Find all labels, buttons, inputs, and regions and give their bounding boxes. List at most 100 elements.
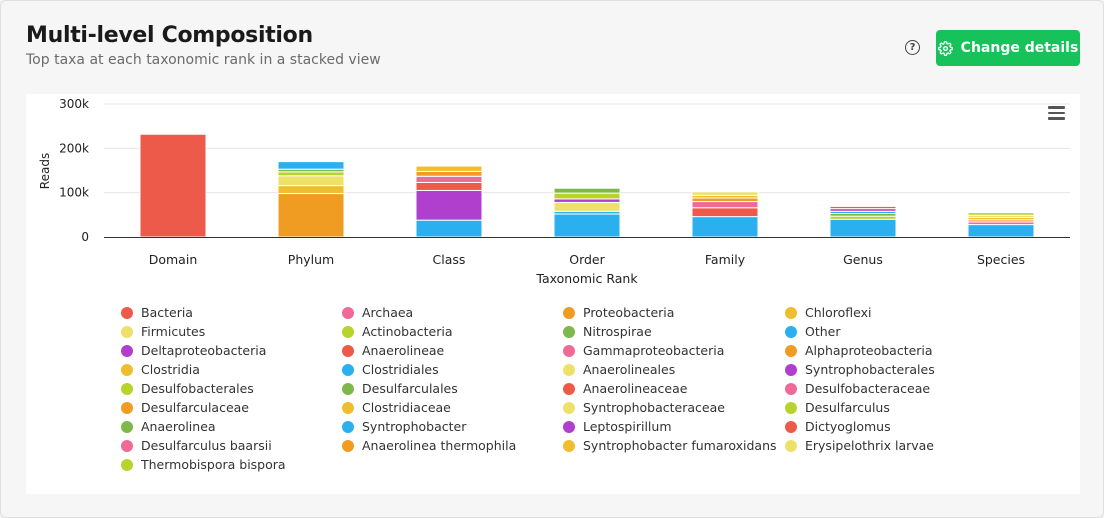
legend-item[interactable]: Bacteria <box>121 305 193 320</box>
legend-marker <box>563 439 575 452</box>
legend-label: Thermobispora bispora <box>141 457 286 472</box>
x-tick-label: Species <box>977 252 1025 267</box>
legend-label: Anaerolineaceae <box>583 381 688 396</box>
bar-segment[interactable] <box>553 198 621 203</box>
chart-menu-icon[interactable] <box>1048 106 1065 120</box>
bar-segment[interactable] <box>553 192 621 200</box>
bar-segment[interactable] <box>691 216 759 238</box>
legend-item[interactable]: Clostridia <box>121 362 200 377</box>
bar-segment[interactable] <box>553 213 621 238</box>
legend-label: Actinobacteria <box>362 324 453 339</box>
legend-label: Proteobacteria <box>583 305 675 320</box>
change-details-button[interactable]: Change details <box>936 30 1080 66</box>
legend-item[interactable]: Dictyoglomus <box>785 419 891 434</box>
legend-label: Dictyoglomus <box>805 419 891 434</box>
legend-item[interactable]: Anaerolineales <box>563 362 675 377</box>
bar-segment[interactable] <box>277 161 345 170</box>
legend-item[interactable]: Chloroflexi <box>785 305 872 320</box>
legend-item[interactable]: Anaerolinea <box>121 419 216 434</box>
legend-item[interactable]: Desulfarculus <box>785 400 890 415</box>
bar-segment[interactable] <box>415 219 483 238</box>
legend-item[interactable]: Archaea <box>342 305 413 320</box>
legend-marker <box>785 306 797 319</box>
legend-item[interactable]: Syntrophobacterales <box>785 362 935 377</box>
legend-marker <box>785 382 797 395</box>
legend-item[interactable]: Firmicutes <box>121 324 205 339</box>
legend-item[interactable]: Alphaproteobacteria <box>785 343 933 358</box>
legend-label: Desulfarculales <box>362 381 458 396</box>
legend-marker <box>342 382 354 395</box>
bar-segment[interactable] <box>553 201 621 212</box>
legend-label: Clostridia <box>141 362 200 377</box>
page-subtitle: Top taxa at each taxonomic rank in a sta… <box>26 52 381 68</box>
legend-item[interactable]: Syntrophobacteraceae <box>563 400 725 415</box>
bar-segment[interactable] <box>277 175 345 187</box>
legend-marker <box>121 344 133 357</box>
y-axis-title: Reads <box>38 153 52 189</box>
legend-marker <box>121 325 133 338</box>
legend-label: Desulfarculaceae <box>141 400 249 415</box>
bar-segment[interactable] <box>829 218 897 238</box>
legend-label: Syntrophobacteraceae <box>583 400 725 415</box>
legend-label: Nitrospirae <box>583 324 652 339</box>
legend-item[interactable]: Clostridiales <box>342 362 439 377</box>
legend-item[interactable]: Desulfarculales <box>342 381 458 396</box>
bar-segment[interactable] <box>139 132 207 135</box>
bar-segment[interactable] <box>139 133 207 238</box>
legend-marker <box>121 458 133 471</box>
legend-item[interactable]: Nitrospirae <box>563 324 652 339</box>
legend-marker <box>785 420 797 433</box>
legend-item[interactable]: Desulfobacterales <box>121 381 254 396</box>
legend-marker <box>121 420 133 433</box>
stacked-bar-chart: 0 100k 200k 300k Reads Taxonomic Rank Domain Ph… <box>38 97 1070 286</box>
bar-segment[interactable] <box>829 205 897 210</box>
x-tick-label: Domain <box>149 252 198 267</box>
bar-segment[interactable] <box>415 181 483 191</box>
legend-item[interactable]: Gammaproteobacteria <box>563 343 724 358</box>
legend-item[interactable]: Desulfarculus baarsii <box>121 438 272 453</box>
legend-item[interactable]: Anaerolinea thermophila <box>342 438 516 453</box>
legend-marker <box>563 382 575 395</box>
x-tick-label: Genus <box>843 252 883 267</box>
legend-item[interactable]: Anaerolineae <box>342 343 444 358</box>
legend-item[interactable]: Desulfobacteraceae <box>785 381 930 396</box>
legend-label: Bacteria <box>141 305 193 320</box>
legend-item[interactable]: Erysipelothrix larvae <box>785 438 934 453</box>
bar-segment[interactable] <box>691 201 759 209</box>
bar-segment[interactable] <box>967 212 1035 216</box>
bar-segment[interactable] <box>691 207 759 218</box>
legend-item[interactable]: Anaerolineaceae <box>563 381 687 396</box>
legend-item[interactable]: Proteobacteria <box>563 305 674 320</box>
legend-item[interactable]: Deltaproteobacteria <box>121 343 266 358</box>
legend-item[interactable]: Syntrophobacter fumaroxidans <box>563 438 777 453</box>
bar-segment[interactable] <box>415 165 483 172</box>
bar-segment[interactable] <box>691 197 759 203</box>
bar-segment[interactable] <box>553 187 621 194</box>
y-tick-label: 100k <box>59 186 89 200</box>
bar-segment[interactable] <box>277 171 345 177</box>
bar-segment[interactable] <box>415 189 483 221</box>
bar-segment[interactable] <box>277 185 345 195</box>
legend-label: Desulfarculus baarsii <box>141 438 272 453</box>
x-tick-label: Family <box>705 252 746 267</box>
legend-item[interactable]: Actinobacteria <box>342 324 452 339</box>
bar-segment[interactable] <box>691 191 759 196</box>
y-tick-label: 200k <box>59 141 89 155</box>
bar-segment[interactable] <box>415 175 483 183</box>
bar-segment[interactable] <box>967 224 1035 238</box>
legend-label: Anaerolinea thermophila <box>362 438 517 453</box>
bar-segment[interactable] <box>415 170 483 177</box>
bar-segment[interactable] <box>277 193 345 238</box>
change-details-label: Change details <box>960 40 1079 56</box>
help-icon[interactable]: ? <box>905 40 920 55</box>
legend-marker <box>785 325 797 338</box>
legend-item[interactable]: Clostridiaceae <box>342 400 451 415</box>
legend-item[interactable]: Other <box>785 324 841 339</box>
legend-item[interactable]: Syntrophobacter <box>342 419 466 434</box>
legend-item[interactable]: Thermobispora bispora <box>121 457 286 472</box>
legend-marker <box>342 439 354 452</box>
x-tick-label: Order <box>569 252 605 267</box>
legend-marker <box>563 344 575 357</box>
legend-item[interactable]: Leptospirillum <box>563 419 672 434</box>
legend-item[interactable]: Desulfarculaceae <box>121 400 249 415</box>
